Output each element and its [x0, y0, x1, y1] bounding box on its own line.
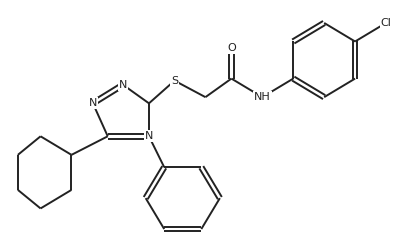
Text: O: O	[227, 43, 236, 53]
Text: NH: NH	[254, 92, 271, 102]
Text: N: N	[119, 80, 127, 90]
Text: N: N	[145, 131, 153, 141]
Text: Cl: Cl	[381, 18, 391, 28]
Text: S: S	[171, 76, 178, 86]
Text: N: N	[89, 98, 97, 108]
